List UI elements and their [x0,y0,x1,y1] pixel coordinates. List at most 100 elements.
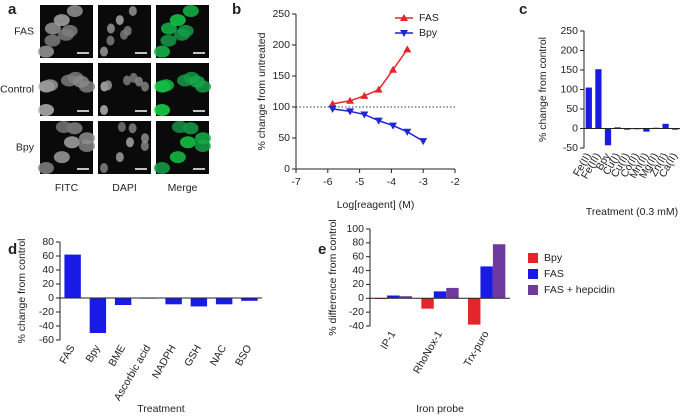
cell [140,140,149,151]
bar [492,244,506,299]
x-tick-label: BME [106,343,128,369]
bar [662,123,669,129]
marker [374,85,383,93]
cell [42,79,59,92]
y-tick-label: 150 [560,64,578,76]
y-tick-label: 0 [48,292,54,304]
legend-swatch [528,285,538,295]
cell [115,15,124,26]
cell [63,136,80,149]
cell [106,35,115,46]
marker [388,65,397,73]
x-tick-label: NAC [208,343,230,369]
column-label: Merge [168,182,198,194]
cell [160,22,177,35]
cell [158,79,175,92]
y-tick-label: 100 [272,101,290,113]
y-tick-label: 60 [42,250,54,262]
cell [128,123,137,134]
bar [421,298,434,309]
x-tick-label: NADPH [150,343,179,381]
y-tick-label: 20 [352,278,364,290]
y-tick-label: -50 [563,142,578,154]
bar [64,254,81,298]
cell [169,151,186,164]
marker [403,128,412,136]
y-tick-label: 0 [358,292,364,304]
y-tick-label: 40 [42,264,54,276]
legend-label: FAS [419,12,439,24]
cell [55,121,72,133]
cell [79,132,95,145]
y-tick-label: 40 [352,264,364,276]
x-tick-label: -2 [450,176,459,188]
x-tick-label: Trx-puro [462,329,492,369]
panel-label: b [232,1,241,18]
cell [100,105,108,115]
bar [215,298,233,305]
cell [141,81,149,92]
bar [604,128,612,146]
x-axis-label: Log[reagent] (M) [337,199,415,211]
y-tick-label: 150 [272,70,290,82]
marker [388,122,397,130]
row-label: Bpy [16,141,35,153]
x-tick-label: -3 [419,176,428,188]
cell [44,34,61,47]
cell [38,45,54,58]
column-label: DAPI [112,182,137,194]
panel-label: d [8,241,17,258]
y-tick-label: -20 [349,306,364,318]
row-label: Control [0,83,34,95]
y-tick-label: 60 [352,250,364,262]
cell [61,24,78,37]
series-line [332,108,424,142]
y-tick-label: -20 [39,306,54,318]
cell [134,76,143,87]
cell [169,14,186,27]
cell [154,162,170,174]
column-label: FITC [55,182,79,194]
bar [446,287,459,299]
y-tick-label: 20 [42,278,54,290]
bar [643,128,650,132]
legend-marker [400,14,408,21]
bar [89,298,107,333]
y-tick-label: 0 [572,122,578,134]
cell [106,23,115,34]
x-tick-label: GSH [182,343,204,369]
marker [360,91,369,99]
x-tick-label: IP-1 [378,329,398,352]
marker [328,105,337,113]
bar [433,291,447,299]
row-label: FAS [14,25,34,37]
legend-label: Bpy [544,252,563,264]
x-tick-label: Bpy [83,342,103,364]
bar [585,87,592,129]
y-tick-label: -40 [39,320,54,332]
y-tick-label: 50 [566,103,578,115]
panel-label: e [318,241,326,258]
y-tick-label: 200 [272,39,290,51]
cell [100,46,108,57]
marker [346,108,355,116]
y-tick-label: 100 [346,223,364,235]
y-tick-label: 0 [284,163,290,175]
cell [44,22,61,35]
panel-label: a [8,1,17,18]
bar [595,69,602,129]
bar [624,128,631,130]
legend-label: FAS + hepcidin [544,284,615,296]
bar [165,298,182,305]
cell [141,133,149,144]
cell [179,136,196,149]
cell [171,121,188,133]
cell [38,162,54,174]
marker [419,138,428,146]
x-tick-label: FAS [57,343,77,366]
legend-label: Bpy [419,27,438,39]
cell [60,74,77,87]
marker [346,96,355,104]
bar [190,298,208,307]
cell [122,75,131,86]
